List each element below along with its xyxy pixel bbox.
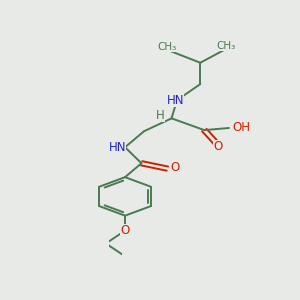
Text: H: H xyxy=(156,109,165,122)
Text: CH₃: CH₃ xyxy=(158,42,177,52)
Text: CH₃: CH₃ xyxy=(217,40,236,51)
Text: OH: OH xyxy=(232,122,250,134)
Text: O: O xyxy=(213,140,223,153)
Text: HN: HN xyxy=(167,94,184,107)
Text: O: O xyxy=(120,224,130,237)
Text: O: O xyxy=(170,161,179,174)
Text: HN: HN xyxy=(109,141,126,154)
